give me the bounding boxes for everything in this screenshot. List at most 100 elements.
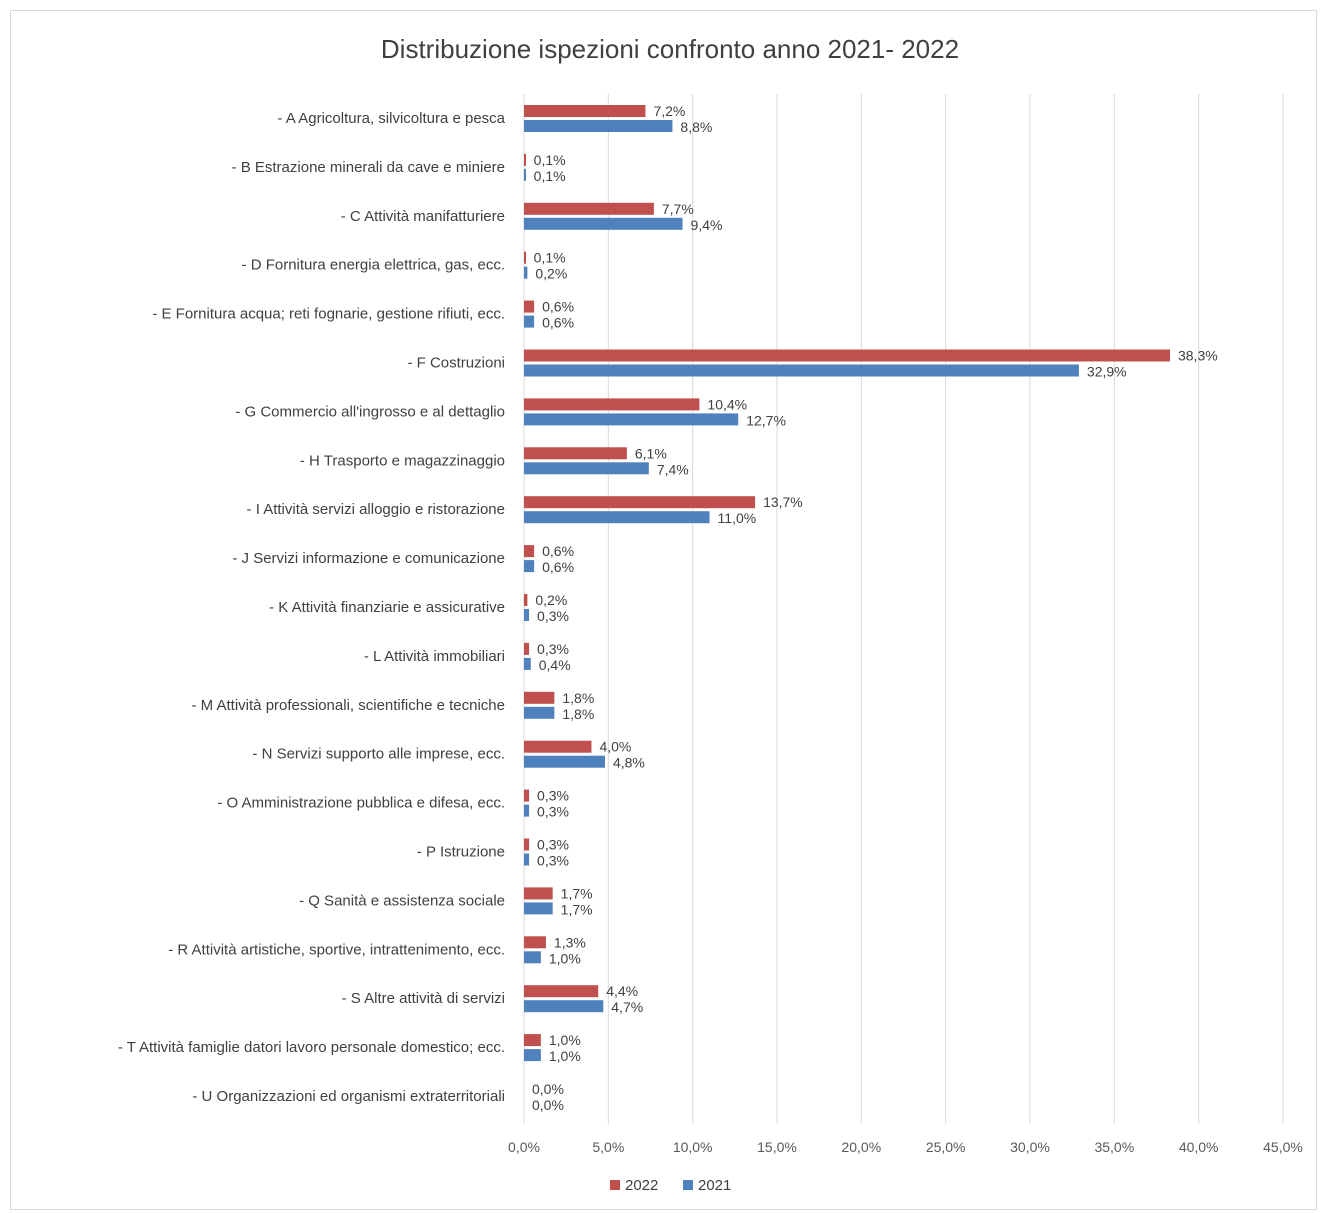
- data-label-2022: 38,3%: [1178, 348, 1218, 364]
- category-label: - D Fornitura energia elettrica, gas, ec…: [242, 257, 505, 274]
- data-label-2021: 1,8%: [562, 706, 594, 722]
- bar-2022: [524, 838, 530, 851]
- x-tick-label: 40,0%: [1179, 1139, 1219, 1155]
- data-label-2021: 0,3%: [537, 804, 569, 820]
- bar-2022: [524, 740, 592, 753]
- category-label: - F Costruzioni: [407, 355, 505, 372]
- bar-2022: [524, 985, 599, 998]
- x-tick-label: 5,0%: [592, 1139, 624, 1155]
- data-label-2021: 1,0%: [549, 1048, 581, 1064]
- data-label-2021: 0,6%: [542, 315, 574, 331]
- bar-2021: [524, 902, 553, 915]
- bar-2022: [524, 447, 627, 460]
- category-label: - H Trasporto e magazzinaggio: [300, 452, 505, 469]
- data-label-2021: 1,0%: [549, 950, 581, 966]
- bar-2022: [524, 496, 756, 509]
- data-label-2022: 7,7%: [662, 201, 694, 217]
- category-label: - B Estrazione minerali da cave e minier…: [232, 159, 505, 176]
- data-label-2022: 1,0%: [549, 1032, 581, 1048]
- data-label-2022: 1,7%: [561, 885, 593, 901]
- data-label-2021: 0,2%: [535, 266, 567, 282]
- x-tick-label: 10,0%: [673, 1139, 713, 1155]
- category-label: - G Commercio all'ingrosso e al dettagli…: [235, 403, 505, 420]
- bar-2021: [524, 1000, 604, 1013]
- legend-swatch-2022: [610, 1180, 620, 1190]
- chart-title: Distribuzione ispezioni confronto anno 2…: [381, 34, 959, 64]
- bar-2021: [524, 853, 530, 866]
- category-label: - Q Sanità e assistenza sociale: [299, 892, 505, 909]
- data-label-2021: 0,4%: [539, 657, 571, 673]
- bar-2022: [524, 1034, 541, 1047]
- bar-2021: [524, 609, 530, 621]
- bar-2021: [524, 1049, 541, 1062]
- data-label-2022: 0,1%: [534, 250, 566, 266]
- data-label-2022: 0,3%: [537, 837, 569, 853]
- bar-2021: [524, 755, 605, 768]
- data-label-2022: 4,0%: [599, 739, 631, 755]
- bar-2022: [524, 789, 530, 802]
- data-label-2022: 6,1%: [635, 445, 667, 461]
- bar-2022: [524, 300, 535, 313]
- data-label-2022: 13,7%: [763, 494, 803, 510]
- data-label-2022: 0,6%: [542, 543, 574, 559]
- data-label-2021: 0,3%: [537, 853, 569, 869]
- bar-2021: [524, 560, 535, 573]
- data-label-2021: 4,7%: [611, 999, 643, 1015]
- x-tick-label: 45,0%: [1263, 1139, 1303, 1155]
- data-label-2021: 7,4%: [657, 461, 689, 477]
- category-label: - O Amministrazione pubblica e difesa, e…: [217, 795, 505, 812]
- bar-2021: [524, 364, 1079, 377]
- data-label-2021: 32,9%: [1087, 364, 1127, 380]
- category-label: - K Attività finanziarie e assicurative: [269, 599, 505, 616]
- category-label: - P Istruzione: [417, 844, 505, 861]
- bar-2022: [524, 398, 700, 411]
- bar-2021: [524, 462, 649, 475]
- data-label-2021: 0,1%: [534, 168, 566, 184]
- category-label: - A Agricoltura, silvicoltura e pesca: [277, 110, 505, 127]
- bar-2021: [524, 804, 530, 817]
- category-label: - N Servizi supporto alle imprese, ecc.: [252, 746, 505, 763]
- bar-2021: [524, 951, 541, 964]
- category-label: - R Attività artistiche, sportive, intra…: [168, 941, 505, 958]
- x-tick-label: 35,0%: [1094, 1139, 1134, 1155]
- bar-2022: [524, 936, 546, 949]
- bar-2021: [524, 168, 526, 181]
- bar-2021: [524, 413, 739, 426]
- bar-2022: [524, 105, 646, 117]
- category-label: - T Attività famiglie datori lavoro pers…: [118, 1039, 505, 1056]
- bar-2022: [524, 251, 526, 264]
- bar-2022: [524, 153, 526, 166]
- bar-2021: [524, 315, 535, 328]
- data-label-2021: 11,0%: [718, 510, 757, 526]
- data-label-2021: 4,8%: [613, 755, 645, 771]
- legend-label-2022: 2022: [625, 1177, 658, 1194]
- data-label-2022: 0,6%: [542, 299, 574, 315]
- data-label-2022: 10,4%: [707, 396, 747, 412]
- data-label-2021: 1,7%: [561, 901, 593, 917]
- category-label: - E Fornitura acqua; reti fognarie, gest…: [152, 306, 505, 323]
- x-tick-label: 0,0%: [508, 1139, 540, 1155]
- bar-2022: [524, 691, 555, 704]
- bar-2021: [524, 511, 710, 524]
- bar-2021: [524, 657, 531, 670]
- bar-2022: [524, 887, 553, 900]
- category-label: - U Organizzazioni ed organismi extrater…: [192, 1088, 505, 1105]
- category-label: - I Attività servizi alloggio e ristoraz…: [247, 501, 505, 518]
- x-tick-label: 15,0%: [757, 1139, 797, 1155]
- bar-2022: [524, 202, 654, 215]
- legend-swatch-2021: [683, 1180, 693, 1190]
- x-tick-label: 20,0%: [841, 1139, 881, 1155]
- category-label: - C Attività manifatturiere: [341, 208, 505, 225]
- data-label-2022: 0,3%: [537, 788, 569, 804]
- data-label-2022: 7,2%: [653, 103, 685, 119]
- category-label: - M Attività professionali, scientifiche…: [192, 697, 505, 714]
- bar-2022: [524, 594, 528, 606]
- bar-2022: [524, 545, 535, 558]
- category-label: - S Altre attività di servizi: [342, 990, 505, 1007]
- data-label-2021: 8,8%: [680, 119, 712, 135]
- data-label-2022: 4,4%: [606, 983, 638, 999]
- chart-frame: [10, 10, 1317, 1210]
- data-label-2022: 1,8%: [562, 690, 594, 706]
- bar-2021: [524, 217, 683, 230]
